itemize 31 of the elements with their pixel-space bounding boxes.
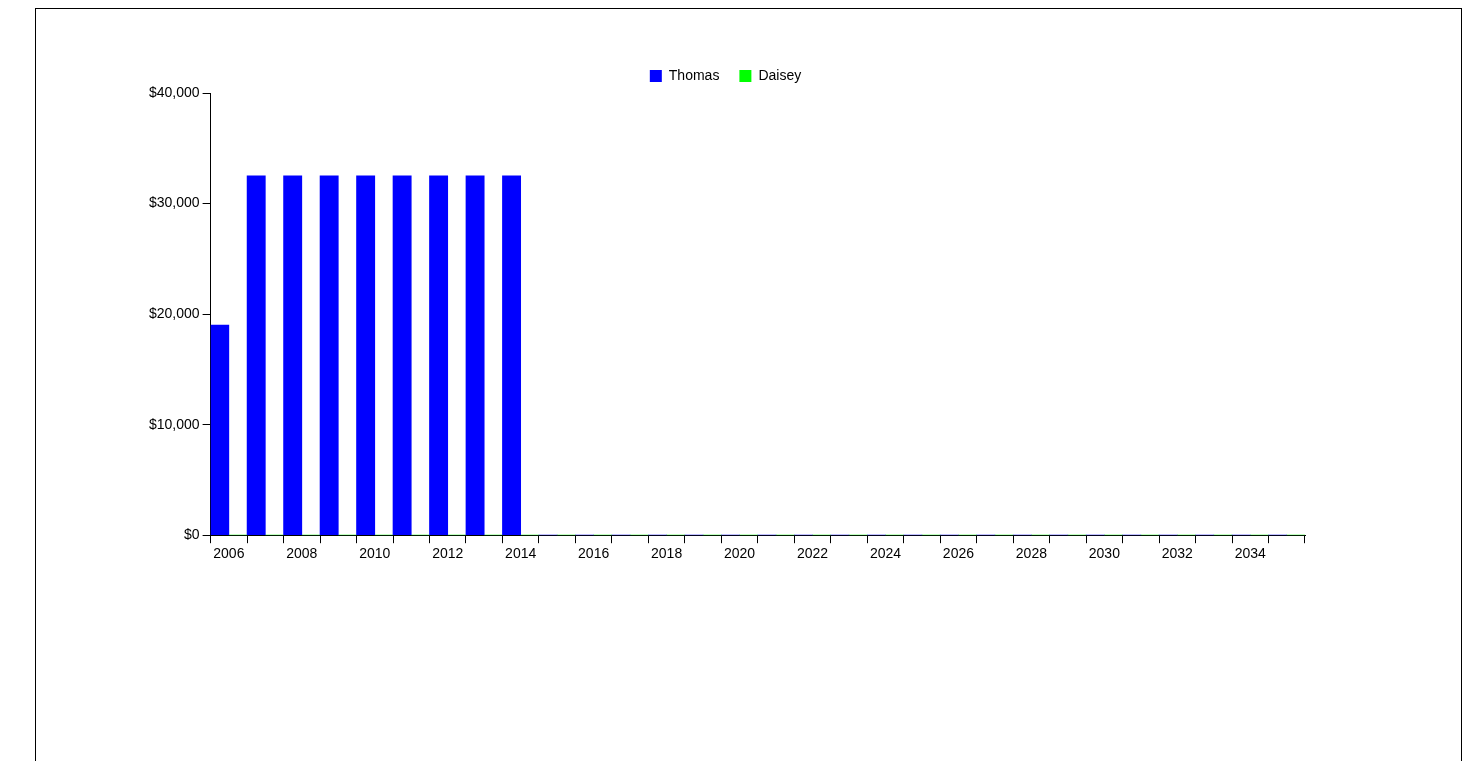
- bar: [465, 175, 485, 536]
- x-tick-label: 2012: [432, 545, 464, 562]
- bar: [246, 175, 266, 536]
- x-tick-label: 2032: [1161, 545, 1194, 562]
- x-tick-label: 2030: [1088, 545, 1121, 562]
- legend-label: Thomas: [668, 66, 720, 83]
- x-tick-label: 2014: [505, 545, 537, 562]
- bar: [319, 175, 339, 536]
- x-tick-label: 2022: [796, 545, 829, 562]
- x-tick-label: 2024: [869, 545, 902, 562]
- y-tick-label: $0: [184, 526, 200, 543]
- legend-label: Daisey: [758, 66, 802, 83]
- x-tick-label: 2026: [942, 545, 975, 562]
- y-tick-label: $30,000: [149, 194, 200, 211]
- x-tick-label: 2018: [651, 545, 683, 562]
- x-tick-label: 2008: [286, 545, 318, 562]
- x-tick-label: 2034: [1234, 545, 1267, 562]
- bar: [392, 175, 412, 536]
- x-tick-label: 2010: [359, 545, 391, 562]
- bar: [356, 175, 376, 536]
- y-tick-label: $10,000: [149, 415, 200, 432]
- bar: [502, 175, 522, 536]
- bar: [210, 324, 230, 536]
- bar: [283, 175, 303, 536]
- y-tick-label: $40,000: [149, 83, 200, 100]
- x-tick-label: 2020: [723, 545, 756, 562]
- x-tick-label: 2028: [1015, 545, 1048, 562]
- x-tick-label: 2016: [578, 545, 610, 562]
- y-tick-label: $20,000: [149, 304, 200, 321]
- bar: [429, 175, 449, 536]
- x-tick-label: 2006: [213, 545, 245, 562]
